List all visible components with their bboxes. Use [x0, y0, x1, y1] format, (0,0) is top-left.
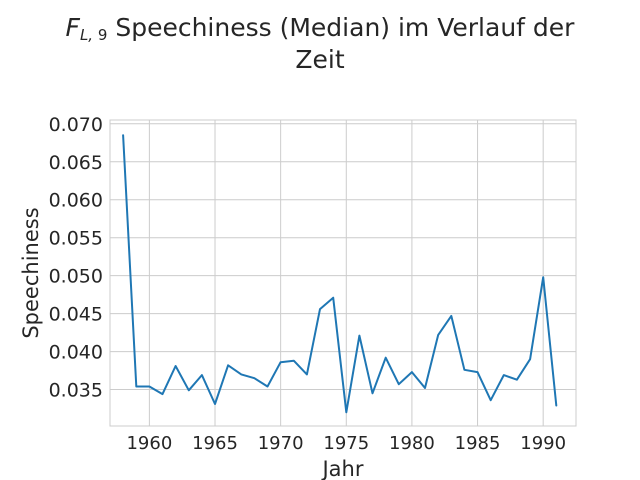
title-variable: F: [65, 13, 80, 42]
x-tick-label: 1965: [192, 433, 238, 454]
y-tick-label: 0.070: [49, 114, 103, 136]
x-tick-label: 1975: [323, 433, 369, 454]
x-axis: 1960 1965 1970 1975 1980 1985 1990: [126, 433, 566, 454]
x-axis-label: Jahr: [320, 457, 363, 480]
y-tick-label: 0.060: [49, 190, 103, 212]
chart-title-line2: Zeit: [295, 45, 345, 74]
y-tick-label: 0.045: [49, 304, 103, 326]
series-layer: [122, 134, 558, 414]
y-tick-label: 0.035: [49, 380, 103, 402]
y-tick-label: 0.050: [49, 266, 103, 288]
chart-title-line1: FL, 9 Speechiness (Median) im Verlauf de…: [0, 13, 640, 50]
x-tick-label: 1970: [258, 433, 304, 454]
y-axis: 0.035 0.040 0.045 0.050 0.055 0.060 0.065 0.070: [49, 114, 103, 402]
title-variable-subscript: L, 9: [79, 26, 108, 44]
y-tick-label: 0.040: [49, 342, 103, 364]
x-tick-label: 1990: [520, 433, 566, 454]
title-text: Speechiness (Median) im Verlauf der: [115, 13, 575, 42]
x-tick-label: 1960: [126, 433, 172, 454]
x-tick-label: 1985: [455, 433, 501, 454]
y-tick-label: 0.055: [49, 228, 103, 250]
y-axis-label: Speechiness: [19, 207, 43, 338]
y-tick-label: 0.065: [49, 152, 103, 174]
plot-frame: [109, 119, 577, 427]
x-tick-label: 1980: [389, 433, 435, 454]
series-line: [122, 134, 558, 414]
